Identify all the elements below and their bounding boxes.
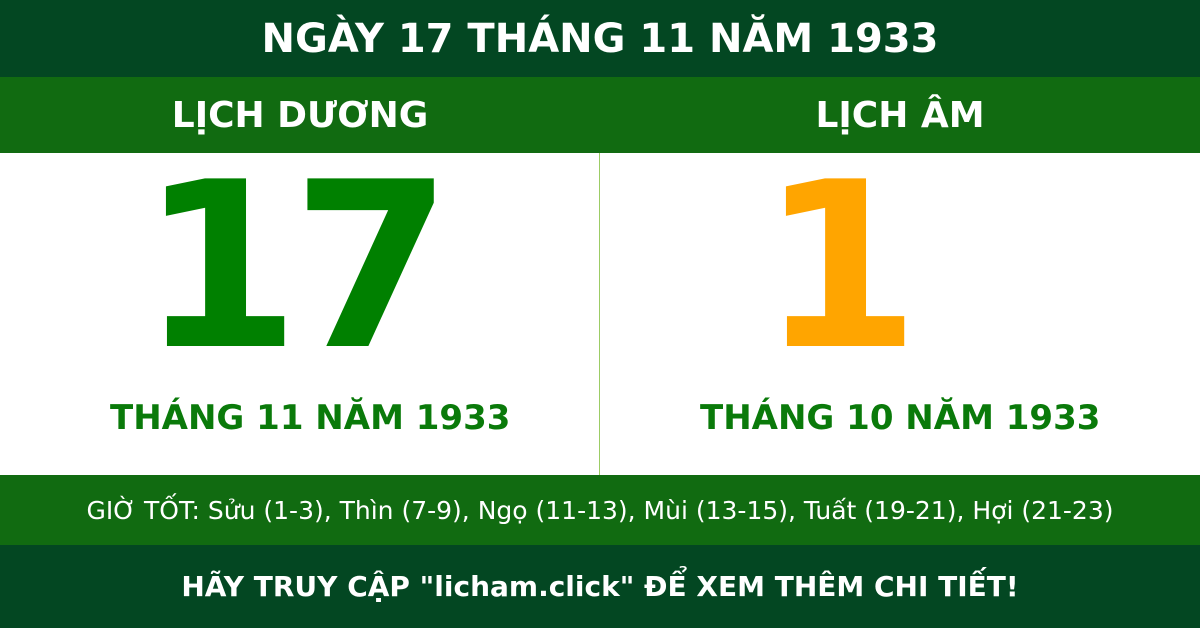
solar-panel: 17 THÁNG 11 NĂM 1933: [0, 153, 600, 475]
solar-day: 17: [140, 134, 452, 401]
calendar-body: 17 THÁNG 11 NĂM 1933 1 THÁNG 10 NĂM 1933: [0, 153, 1200, 475]
calendar-headers: LỊCH DƯƠNG LỊCH ÂM: [0, 77, 1200, 153]
page-title: NGÀY 17 THÁNG 11 NĂM 1933: [0, 0, 1200, 77]
good-hours: GIỜ TỐT: Sửu (1-3), Thìn (7-9), Ngọ (11-…: [0, 475, 1200, 545]
lunar-month-year: THÁNG 10 NĂM 1933: [700, 398, 1101, 438]
solar-calendar-label: LỊCH DƯƠNG: [171, 94, 429, 136]
footer-cta: HÃY TRUY CẬP "licham.click" ĐỂ XEM THÊM …: [0, 545, 1200, 628]
lunar-calendar-label: LỊCH ÂM: [815, 94, 985, 136]
lunar-day: 1: [760, 134, 920, 401]
lunar-panel: 1 THÁNG 10 NĂM 1933: [600, 153, 1200, 475]
solar-month-year: THÁNG 11 NĂM 1933: [110, 398, 511, 438]
